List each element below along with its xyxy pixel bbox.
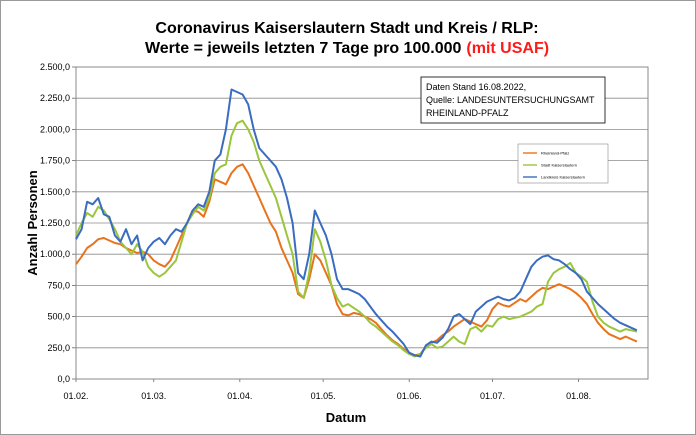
x-axis-ticks: 01.02. 01.03. 01.04. 01.05. 01.06. 01.07. 01.0… bbox=[63, 379, 591, 401]
y-tick-label: 1.000,0 bbox=[40, 249, 70, 259]
chart-subtitle-highlight: (mit USAF) bbox=[466, 40, 549, 57]
plot-area bbox=[75, 66, 649, 380]
legend-label: Landkreis Kaiserslautern bbox=[541, 175, 585, 180]
y-tick-label: 0,0 bbox=[57, 374, 70, 384]
y-tick-label: 2.500,0 bbox=[40, 62, 70, 72]
y-tick-label: 2.000,0 bbox=[40, 124, 70, 134]
series-line-1 bbox=[75, 163, 638, 357]
annotation-line-2: Quelle: LANDESUNTERSUCHUNGSAMT bbox=[426, 95, 595, 105]
source-annotation: Daten Stand 16.08.2022, Quelle: LANDESUN… bbox=[420, 76, 606, 124]
chart-title: Coronavirus Kaiserslautern Stadt und Kre… bbox=[155, 20, 538, 37]
x-tick-label: 01.08. bbox=[566, 391, 591, 401]
y-tick-label: 250,0 bbox=[47, 343, 70, 353]
series-line-3 bbox=[75, 88, 638, 358]
x-axis-title: Datum bbox=[326, 410, 366, 425]
x-tick-label: 01.06. bbox=[397, 391, 422, 401]
series-line-2 bbox=[75, 119, 638, 358]
legend: Rheinland-Pfalz Stadt Kaiserslautern Landk… bbox=[517, 143, 609, 184]
y-tick-label: 1.750,0 bbox=[40, 156, 70, 166]
y-tick-label: 1.250,0 bbox=[40, 218, 70, 228]
y-tick-label: 500,0 bbox=[47, 312, 70, 322]
y-tick-label: 1.500,0 bbox=[40, 187, 70, 197]
chart-subtitle: Werte = jeweils letzten 7 Tage pro 100.0… bbox=[145, 40, 549, 57]
x-tick-label: 01.07. bbox=[480, 391, 505, 401]
y-tick-label: 2.250,0 bbox=[40, 93, 70, 103]
y-axis-ticks: 0,0 250,0 500,0 750,0 1.000,0 1.250,0 1.500,0 1… bbox=[40, 62, 76, 384]
x-tick-label: 01.05. bbox=[311, 391, 336, 401]
x-tick-label: 01.04. bbox=[227, 391, 252, 401]
legend-label: Rheinland-Pfalz bbox=[541, 151, 569, 156]
annotation-line-3: RHEINLAND-PFALZ bbox=[426, 108, 509, 118]
y-axis-title: Anzahl Personen bbox=[25, 170, 40, 276]
y-tick-label: 750,0 bbox=[47, 280, 70, 290]
annotation-box bbox=[420, 76, 606, 124]
series-lines bbox=[75, 88, 638, 358]
x-tick-label: 01.02. bbox=[63, 391, 88, 401]
chart-subtitle-main: Werte = jeweils letzten 7 Tage pro 100.0… bbox=[145, 40, 462, 57]
x-tick-label: 01.03. bbox=[141, 391, 166, 401]
legend-label: Stadt Kaiserslautern bbox=[541, 163, 577, 168]
annotation-line-1: Daten Stand 16.08.2022, bbox=[426, 82, 526, 92]
